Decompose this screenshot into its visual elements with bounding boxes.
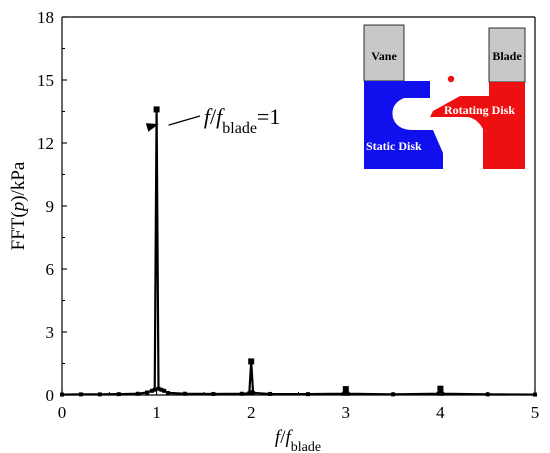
inset-vane-label: Vane	[371, 49, 397, 63]
y-tick-label: 6	[46, 260, 55, 279]
inset-rotating-label: Rotating Disk	[444, 103, 515, 117]
x-tick-label: 4	[436, 403, 445, 422]
data-point	[440, 391, 445, 396]
x-tick-label: 0	[58, 403, 67, 422]
x-axis-title: f/fblade	[275, 427, 321, 453]
annotation-f2: f	[216, 104, 225, 129]
annotation-label: f/fblade=1	[204, 104, 280, 137]
annotation-arrowhead	[145, 123, 159, 132]
x-axis-title-sub: blade	[291, 440, 321, 453]
peak-marker	[248, 358, 255, 365]
x-tick-label: 2	[247, 403, 256, 422]
data-point	[533, 392, 537, 397]
series-layer	[60, 106, 537, 397]
inset-static-label: Static Disk	[366, 139, 422, 153]
inset-static-disk	[364, 81, 443, 169]
data-point	[145, 390, 150, 395]
data-point	[159, 387, 164, 392]
x-tick-label: 1	[152, 403, 161, 422]
data-point	[165, 390, 170, 395]
series-line	[61, 109, 536, 396]
x-axis-title-f: f	[275, 427, 283, 448]
data-point	[116, 392, 121, 397]
y-axis-title-p: p	[8, 202, 29, 214]
data-point	[239, 391, 244, 396]
inset-vane-block	[363, 24, 405, 82]
data-point	[268, 391, 273, 396]
data-point	[156, 386, 161, 391]
y-tick-label: 3	[46, 323, 55, 342]
data-point	[305, 392, 310, 397]
data-point	[391, 392, 396, 397]
annotation-f: f	[204, 104, 213, 129]
data-point	[135, 391, 140, 396]
data-point	[97, 392, 102, 397]
y-axis-title-pre: FFT(	[8, 211, 29, 250]
peak-marker	[153, 106, 160, 113]
data-point	[251, 390, 256, 395]
peak-marker	[342, 386, 349, 393]
annotation-leader-line	[168, 115, 201, 126]
data-point	[162, 388, 167, 393]
data-point	[341, 391, 346, 396]
x-axis-title-f2: f	[285, 427, 293, 448]
y-tick-label: 9	[46, 197, 55, 216]
data-point	[182, 391, 187, 396]
data-point	[436, 391, 441, 396]
y-tick-label: 18	[37, 8, 54, 27]
y-ticks: 0 3 6 9 12 15 18	[37, 8, 67, 405]
y-tick-label: 0	[46, 386, 55, 405]
peak-marker	[437, 385, 444, 392]
annotation-slash: /	[210, 104, 217, 129]
inset-probe-point	[447, 75, 455, 83]
inset-rotating-disk	[430, 82, 525, 169]
data-point	[211, 391, 216, 396]
x-tick-label: 3	[342, 403, 351, 422]
y-axis-title: FFT(p)/kPa	[8, 161, 29, 250]
x-tick-label: 5	[531, 403, 540, 422]
data-point	[149, 388, 154, 393]
data-point	[485, 392, 490, 397]
data-point	[78, 392, 83, 397]
data-point	[345, 391, 350, 396]
data-point	[247, 391, 252, 396]
data-point	[152, 387, 157, 392]
y-axis-title-post: )/kPa	[8, 161, 29, 202]
inset-blade-label: Blade	[492, 49, 522, 63]
y-tick-label: 15	[37, 71, 54, 90]
y-tick-label: 12	[37, 134, 54, 153]
data-point	[60, 392, 64, 397]
annotation-sub: blade	[222, 120, 257, 137]
inset-schematic: Vane Blade Static Disk Rotating Disk	[363, 24, 526, 169]
annotation-value: =1	[257, 104, 280, 129]
x-axis-title-slash: /	[280, 427, 286, 448]
